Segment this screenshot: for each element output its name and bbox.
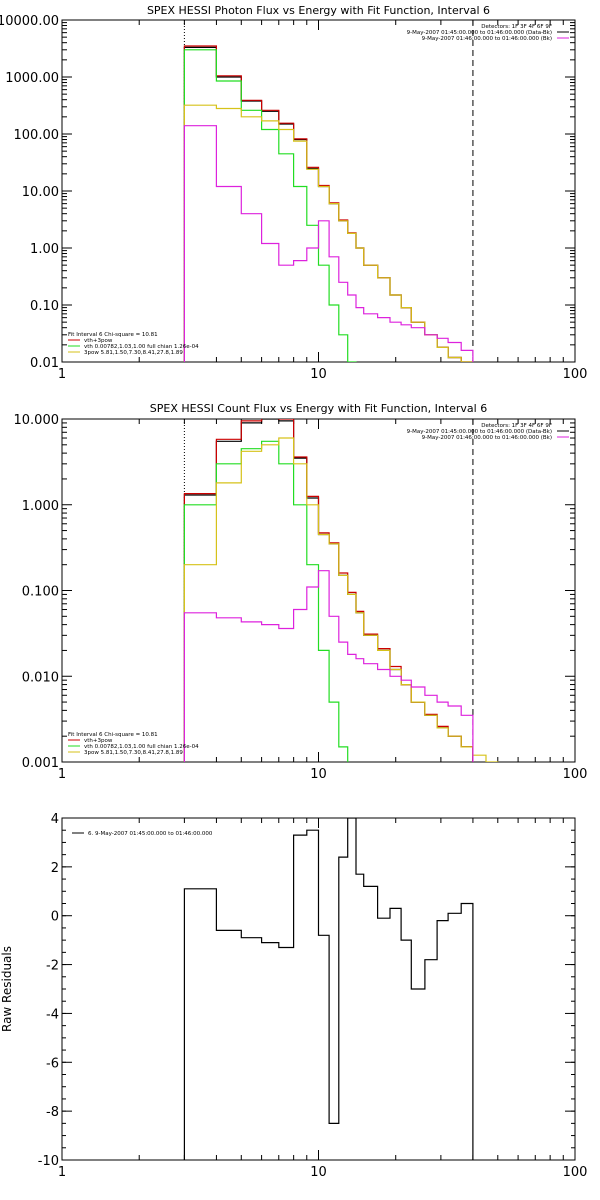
x-tick-label: 100 (563, 367, 588, 382)
x-tick-label: 10 (310, 367, 327, 382)
legend-bottom-entry: vth+3pow (84, 338, 113, 344)
y-tick-label: -2 (46, 959, 59, 974)
y-tick-label: 4 (51, 812, 59, 827)
x-tick-label: 10 (310, 767, 327, 782)
legend-bottom-entry: vth 0.00782,1.03,1.00 full chian 1.26e-0… (84, 344, 199, 350)
y-tick-label: -4 (46, 1007, 59, 1022)
series-line-2 (183, 45, 474, 362)
legend-bottom-entry: vth+3pow (84, 738, 113, 744)
legend-top-entry: 9-May-2007 01:45:00.000 to 01:46:00.000 … (407, 429, 552, 435)
y-tick-label: 2 (51, 861, 59, 876)
legend-top-entry: 9-May-2007 01:46:00.000 to 01:46:00.000 … (422, 435, 552, 441)
series-line-5 (183, 570, 474, 762)
legend-bottom-entry: 3pow 5.81,1.50,7.30,8.41,27.8,1.89 (84, 750, 183, 756)
x-tick-label: 100 (563, 767, 588, 782)
y-tick-label: 0.100 (22, 585, 59, 600)
chart-panel-3: Raw Residuals 1 10 100 -10 -8 -6 -4 -2 0 2 4 6. 9-Ma… (0, 812, 587, 1180)
y-tick-label: 0.001 (22, 756, 59, 771)
y-tick-label: 1.00 (30, 242, 59, 257)
legend-bottom-entry: vth 0.00782,1.03,1.00 full chian 1.26e-0… (84, 744, 199, 750)
legend-top-entry: 9-May-2007 01:45:00.000 to 01:46:00.000 … (407, 30, 552, 36)
y-tick-label: 10.000 (14, 413, 60, 428)
series-line-4 (183, 437, 499, 762)
y-tick-label: 100.00 (14, 128, 60, 143)
legend-top-entry: Detectors: 1F 3F 4F 6F 9F (481, 24, 552, 30)
legend-top-entry: Detectors: 1F 3F 4F 6F 9F (481, 423, 552, 429)
legend-top-entry: 9-May-2007 01:46:00.000 to 01:46:00.000 … (422, 36, 552, 42)
legend-top-entry: 6. 9-May-2007 01:45:00.000 to 01:46:00.0… (88, 831, 213, 837)
chart-title: SPEX HESSI Count Flux vs Energy with Fit… (150, 402, 487, 415)
legend-bottom-entry: Fit Interval 6 Chi-square = 10.81 (68, 332, 158, 338)
y-axis-label: Raw Residuals (0, 946, 14, 1032)
chart-title: SPEX HESSI Photon Flux vs Energy with Fi… (147, 4, 490, 17)
series-line-2 (183, 419, 474, 762)
y-tick-label: 0.010 (22, 670, 59, 685)
legend-bottom-entry: 3pow 5.81,1.50,7.30,8.41,27.8,1.89 (84, 350, 183, 356)
y-tick-label: 10.00 (22, 185, 59, 200)
x-tick-label: 1 (58, 1165, 66, 1180)
series-line-1 (183, 46, 474, 362)
x-tick-label: 1 (58, 767, 66, 782)
y-tick-label: 0 (51, 910, 59, 925)
y-tick-label: 0.10 (30, 299, 59, 314)
legend-bottom-entry: Fit Interval 6 Chi-square = 10.81 (68, 732, 158, 738)
series-line-1 (183, 818, 474, 1160)
plot-frame (61, 19, 576, 363)
x-tick-label: 1 (58, 367, 66, 382)
y-tick-label: 1.000 (22, 499, 59, 514)
x-tick-label: 10 (310, 1165, 327, 1180)
y-tick-label: 1000.00 (5, 71, 59, 86)
chart-panel-2: SPEX HESSI Count Flux vs Energy with Fit… (14, 402, 588, 782)
x-tick-label: 100 (563, 1165, 588, 1180)
series-line-5 (183, 125, 474, 362)
y-tick-label: 0.01 (30, 356, 59, 371)
y-tick-label: -6 (46, 1056, 59, 1071)
series-line-3 (183, 49, 357, 362)
chart-panel-1: SPEX HESSI Photon Flux vs Energy with Fi… (0, 4, 587, 382)
y-tick-label: -10 (38, 1154, 59, 1169)
y-tick-label: -8 (46, 1105, 59, 1120)
series-line-3 (183, 440, 349, 762)
y-tick-label: 10000.00 (0, 14, 59, 29)
